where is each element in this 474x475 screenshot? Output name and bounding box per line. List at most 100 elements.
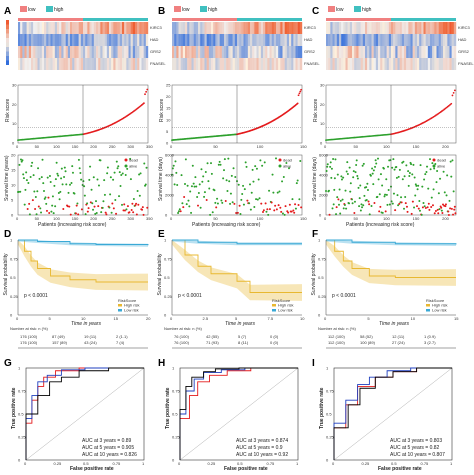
heat-cell [436, 22, 439, 34]
heat-cell [378, 22, 381, 34]
alive-point [176, 183, 179, 186]
heat-cell [352, 34, 355, 46]
heat-cell [137, 22, 140, 34]
alive-point [370, 205, 373, 208]
heat-cell [226, 46, 229, 58]
heat-cell [443, 46, 446, 58]
alive-point [61, 183, 64, 186]
y-tick-label: 0.5 [172, 412, 178, 417]
alive-point [368, 213, 371, 216]
alive-point [348, 166, 351, 169]
heat-cell [174, 46, 177, 58]
heat-cell [35, 58, 38, 70]
heat-cell [39, 46, 43, 58]
heat-cell [297, 22, 301, 34]
heat-cell [280, 46, 283, 58]
heat-cell [33, 34, 36, 46]
heat-cell [271, 34, 275, 46]
alive-point [357, 186, 360, 189]
y-tick-label: 0.25 [326, 435, 335, 440]
heat-cell [430, 58, 433, 70]
x-tick-label: 0.75 [267, 461, 276, 466]
alive-point [41, 158, 44, 161]
y-axis-label: True positive rate [319, 387, 325, 429]
heat-cell [399, 34, 403, 46]
dead-point [297, 204, 300, 207]
heat-cell [57, 34, 60, 46]
heat-cell [326, 58, 329, 70]
alive-point [89, 165, 92, 168]
risk-table-cell: 76 (100) [174, 334, 190, 339]
alive-point [216, 202, 219, 205]
heat-cell [180, 34, 184, 46]
heat-cell [137, 58, 140, 70]
alive-point [259, 159, 262, 162]
heat-cell [93, 22, 97, 34]
alive-point [402, 160, 405, 163]
heat-cell [24, 58, 27, 70]
y-axis-label: Survival probability [157, 253, 163, 295]
x-tick-label: 0 [332, 461, 335, 466]
heat-cell [286, 58, 290, 70]
heat-cell [280, 34, 283, 46]
heat-cell [65, 22, 69, 34]
alive-point [206, 162, 209, 165]
heat-cell [269, 34, 272, 46]
heat-cell [345, 22, 348, 34]
heat-cell [176, 22, 179, 34]
alive-point [432, 188, 435, 191]
y-tick-label: 0.25 [164, 294, 173, 299]
risk-point [296, 102, 299, 105]
x-tick-label: 0.5 [83, 461, 89, 466]
x-tick-label: 100 [53, 144, 60, 149]
alive-point [377, 157, 379, 160]
legend-high-label: High risk [278, 303, 294, 308]
dead-point [47, 196, 50, 199]
heat-cell [70, 58, 73, 70]
heat-cell [96, 58, 99, 70]
alive-point [84, 213, 87, 216]
alive-point [171, 167, 174, 170]
dead-point [437, 212, 440, 215]
dead-point [128, 211, 131, 214]
heat-cell [217, 22, 220, 34]
heat-cell [430, 34, 433, 46]
heat-cell [247, 46, 251, 58]
heat-cell [286, 46, 290, 58]
heat-cell [443, 34, 446, 46]
heat-cell [391, 58, 394, 70]
y-tick-label: 0 [320, 141, 323, 146]
dead-point [264, 202, 267, 205]
alive-point [63, 176, 66, 179]
heat-cell [59, 34, 62, 46]
x-tick-label: 350 [146, 144, 153, 149]
heat-cell [291, 22, 294, 34]
legend-dead-marker [278, 158, 282, 162]
alive-point [64, 170, 67, 173]
colorscale-step [6, 47, 9, 52]
heat-cell [339, 58, 342, 70]
alive-point [196, 195, 199, 198]
heat-cell [326, 46, 329, 58]
heat-cell [349, 58, 353, 70]
risk-table-cell: 87 (49) [52, 334, 65, 339]
heat-cell [443, 58, 446, 70]
y-axis-label: Survival probability [311, 253, 317, 295]
x-tick-label: 0 [170, 216, 173, 221]
roc-curve [25, 367, 144, 460]
alive-point [186, 184, 189, 187]
heat-cell [91, 22, 95, 34]
heat-cell [213, 34, 216, 46]
heat-cell [193, 58, 197, 70]
alive-point [178, 208, 181, 211]
heat-cell [237, 22, 240, 34]
dead-point [97, 205, 100, 208]
colorscale-step [6, 33, 9, 38]
dead-point [215, 206, 218, 209]
alive-point [344, 189, 347, 192]
alive-point [366, 182, 369, 185]
alive-point [35, 213, 38, 216]
heat-cell [295, 46, 298, 58]
heat-cell [230, 46, 233, 58]
